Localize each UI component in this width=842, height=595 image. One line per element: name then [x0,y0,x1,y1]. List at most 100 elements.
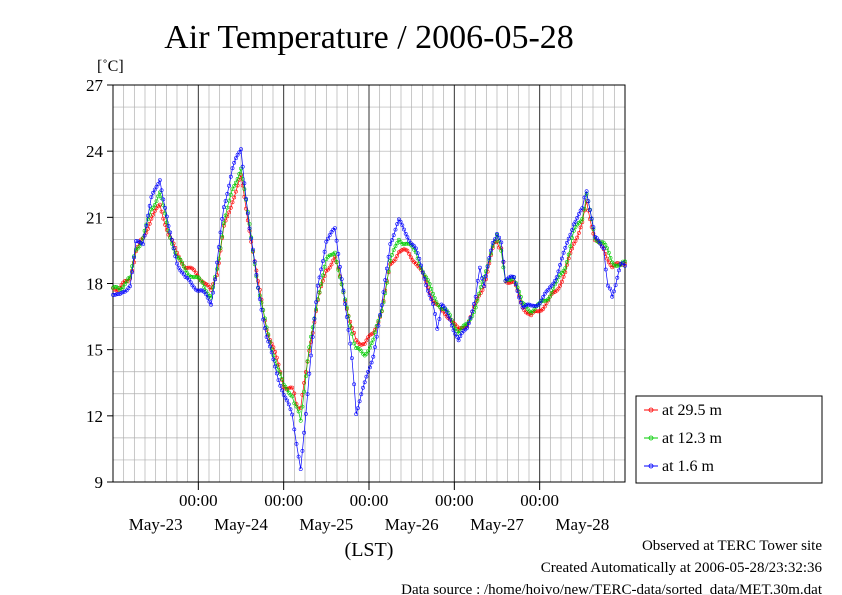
data-point [413,246,418,251]
data-point [213,277,218,282]
data-point [261,317,266,322]
data-point [395,222,400,226]
data-point [475,278,480,283]
data-point [483,274,488,279]
data-point [519,300,523,305]
data-point [573,239,578,243]
data-point [578,225,583,230]
data-point [537,309,542,313]
data-point [395,253,400,258]
data-point [470,309,475,314]
data-point [378,312,383,317]
data-point [314,307,319,312]
data-point [499,240,504,245]
data-point [288,407,293,412]
data-point [388,258,393,263]
data-point [369,360,374,365]
data-point [338,264,342,269]
data-point [233,156,238,161]
data-point [485,264,490,269]
data-point [477,291,482,296]
data-point [563,245,568,250]
data-point [169,241,174,246]
data-point [327,233,332,238]
data-point [608,255,613,260]
data-point [307,345,312,350]
data-point [427,293,432,298]
data-point [262,326,267,331]
data-point [432,296,437,301]
data-point [326,236,330,241]
data-point [175,261,179,266]
data-point [123,282,127,287]
data-point [580,206,585,211]
data-point [221,205,226,210]
data-point [320,273,325,278]
data-point [596,238,601,243]
data-point [188,280,193,285]
data-point [395,241,400,246]
data-point [482,284,487,289]
data-point [371,337,376,342]
data-point [336,267,341,272]
data-point [551,286,556,291]
data-point [417,256,422,261]
data-point [419,263,424,268]
data-point [320,259,325,264]
data-point [490,240,495,245]
data-point [371,354,376,359]
legend-marker [648,463,654,469]
x-day-label: May-27 [470,515,524,534]
data-point [541,295,546,299]
data-point [144,223,149,228]
data-point [390,252,394,257]
data-point [573,219,578,224]
data-point [449,323,454,328]
data-point [446,314,451,318]
data-point [359,392,364,397]
data-point [117,287,122,292]
data-point [605,256,610,261]
data-point [112,293,117,297]
data-point [393,257,398,262]
data-point [615,275,620,280]
data-point [343,302,348,306]
data-point [152,187,157,192]
data-point [367,365,372,370]
data-point [233,189,238,194]
x-axis-label: (LST) [345,539,394,561]
data-point [588,208,592,212]
data-point [405,235,410,240]
data-point [364,374,369,379]
data-point [218,230,223,235]
data-point [339,282,344,287]
data-point [216,245,221,249]
data-point [259,307,264,312]
data-point [223,199,228,203]
data-point [334,259,339,264]
data-point [283,395,288,400]
y-tick-label: 9 [95,473,104,492]
data-point [121,285,126,290]
data-point [247,226,252,231]
data-point [373,330,377,335]
data-point [329,252,334,257]
data-point [441,306,446,311]
data-point [266,332,271,337]
data-point [298,467,303,472]
legend-label: at 1.6 m [662,458,715,475]
data-point [166,224,171,228]
data-point [539,298,544,303]
data-point [276,367,281,372]
data-point [613,283,618,288]
data-point [369,341,374,346]
data-point [280,376,284,381]
data-point [292,401,297,406]
data-point [278,371,283,376]
data-point [183,268,188,273]
data-point [135,239,140,244]
data-point [319,282,324,287]
data-point [225,191,230,196]
data-point [204,292,208,297]
data-point [232,195,237,200]
